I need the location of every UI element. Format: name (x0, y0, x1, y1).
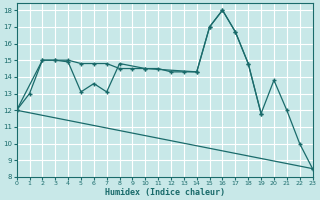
X-axis label: Humidex (Indice chaleur): Humidex (Indice chaleur) (105, 188, 225, 197)
